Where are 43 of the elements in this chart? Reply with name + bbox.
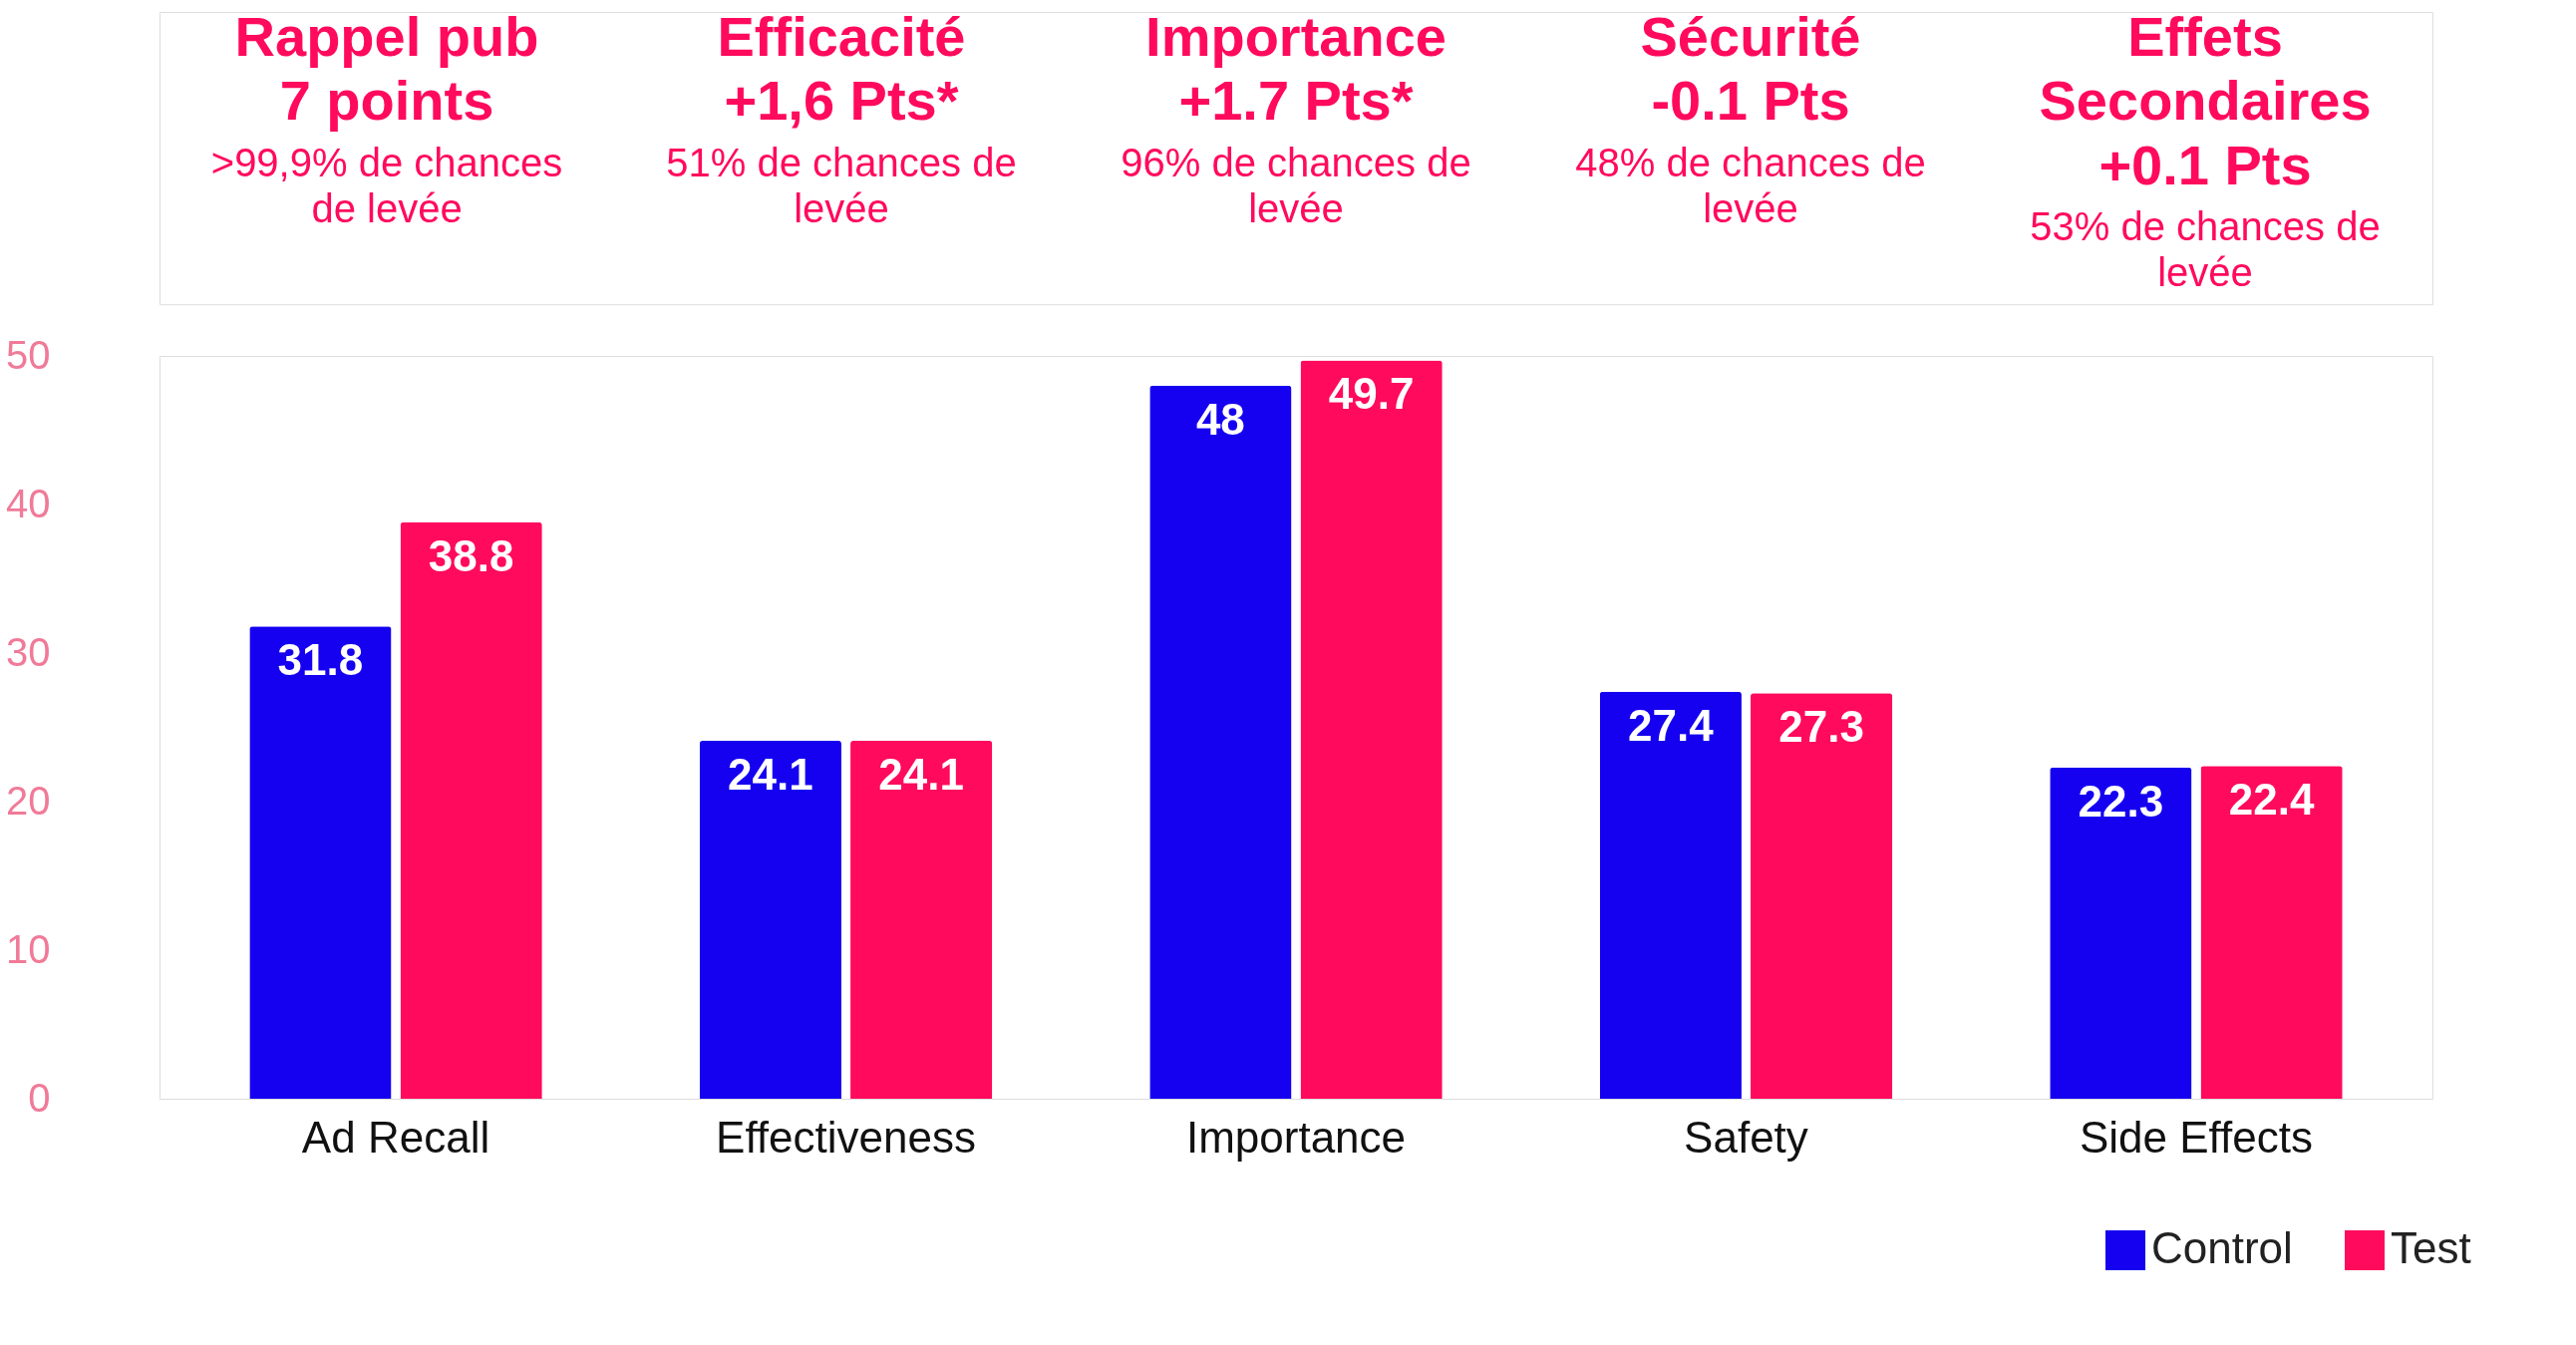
- bar: [1149, 385, 1292, 1099]
- y-tick-label: 0: [28, 1075, 51, 1120]
- bar: [1300, 360, 1443, 1099]
- data-label: 49.7: [1328, 369, 1415, 419]
- y-tick-label: 10: [6, 926, 51, 971]
- legend-label: Test: [2391, 1223, 2471, 1272]
- bar: [249, 626, 392, 1099]
- x-tick-label: Side Effects: [2079, 1112, 2313, 1162]
- text: 48% de chances de levée: [1575, 140, 1926, 230]
- y-tick-label: 40: [6, 481, 51, 525]
- data-label: 22.3: [2078, 776, 2164, 826]
- x-tick-label: Safety: [1684, 1112, 1808, 1162]
- y-tick-label: 30: [6, 629, 51, 674]
- text: 53% de chances de levée: [2030, 204, 2381, 295]
- y-tick-label: 50: [6, 332, 51, 377]
- bar: [400, 521, 542, 1099]
- data-label: 48: [1195, 394, 1245, 444]
- data-label: 22.4: [2228, 775, 2315, 825]
- data-label: 27.4: [1628, 700, 1715, 750]
- x-tick-label: Effectiveness: [716, 1112, 976, 1162]
- data-label: 38.8: [428, 530, 514, 580]
- text: >99,9% de chances de levée: [210, 140, 563, 230]
- data-label: 31.8: [277, 635, 364, 685]
- bar: [2050, 767, 2192, 1099]
- data-label: 24.1: [878, 749, 964, 799]
- text: Sécurité -0.1 Pts: [1640, 5, 1861, 133]
- text: Effets Secondaires +0.1 Pts: [2039, 5, 2372, 196]
- text: Importance +1.7 Pts*: [1145, 5, 1447, 133]
- text: Rappel pub 7 points: [234, 5, 539, 133]
- legend-label: Control: [2151, 1223, 2293, 1272]
- x-tick-label: Ad Recall: [301, 1112, 490, 1162]
- data-label: 24.1: [728, 749, 813, 799]
- x-tick-label: Importance: [1185, 1112, 1407, 1162]
- data-label: 27.3: [1778, 702, 1864, 752]
- bar: [699, 740, 841, 1099]
- text: 51% de chances de levée: [666, 140, 1017, 230]
- bar: [2200, 766, 2343, 1099]
- text: 96% de chances de levée: [1121, 140, 1471, 230]
- bar: [850, 740, 993, 1099]
- text: Efficacité +1,6 Pts*: [717, 5, 966, 133]
- bar: [1751, 693, 1893, 1099]
- bar: [1599, 691, 1742, 1099]
- y-tick-label: 20: [6, 778, 51, 823]
